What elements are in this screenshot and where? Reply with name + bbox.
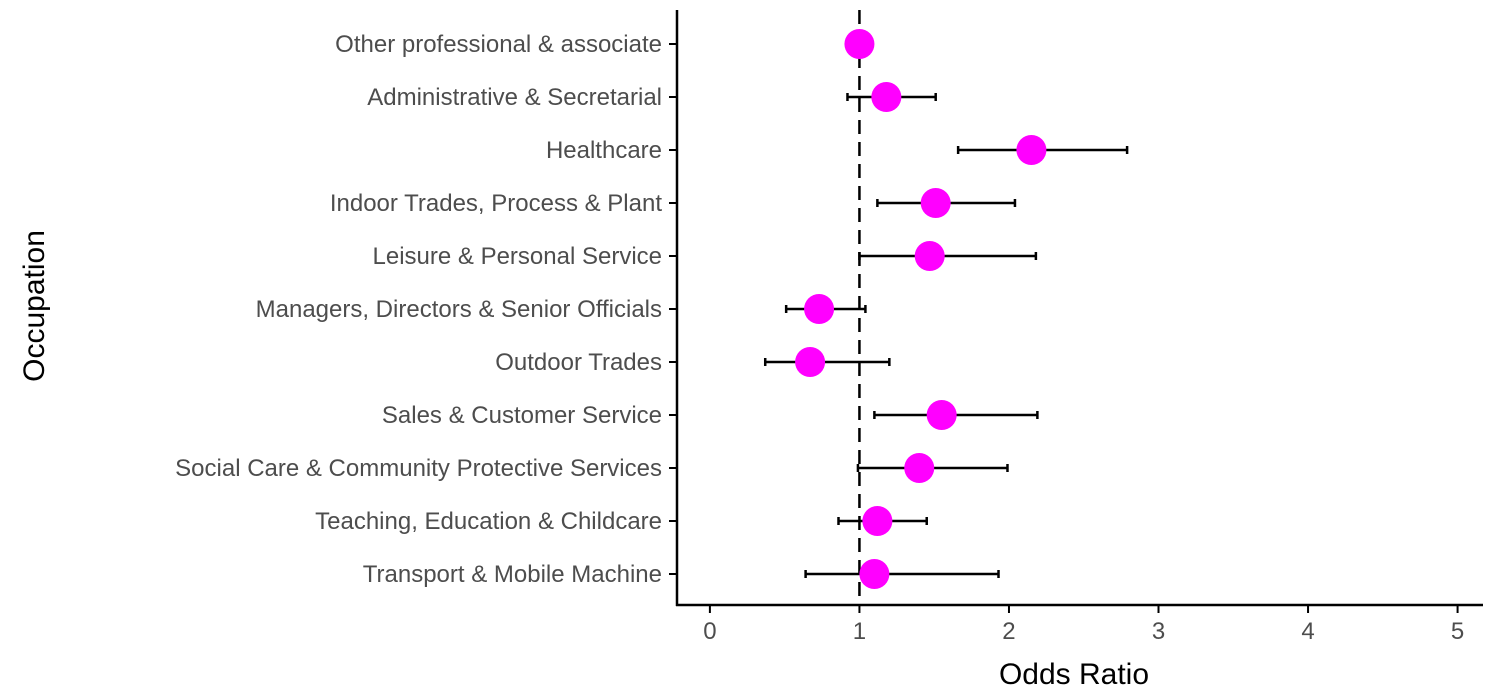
y-category-label: Managers, Directors & Senior Officials (256, 296, 662, 323)
x-tick-label: 3 (1152, 618, 1165, 645)
odds-ratio-point (920, 188, 951, 218)
y-category-label: Outdoor Trades (495, 349, 662, 376)
x-tick-label: 4 (1301, 618, 1314, 645)
errorbar-layer (763, 93, 1129, 578)
y-category-label: Administrative & Secretarial (367, 84, 662, 111)
y-category-label: Other professional & associate (335, 31, 662, 58)
odds-ratio-point (804, 294, 835, 324)
odds-ratio-point (844, 29, 875, 59)
y-category-label: Healthcare (546, 137, 662, 164)
odds-ratio-point (914, 241, 945, 271)
x-tick-label: 1 (853, 618, 866, 645)
odds-ratio-point (859, 559, 890, 589)
y-axis-title: Occupation (18, 230, 51, 382)
y-category-label: Leisure & Personal Service (373, 243, 662, 270)
point-layer (795, 29, 1047, 589)
y-category-labels: Other professional & associate Administra… (175, 31, 662, 588)
y-category-label: Sales & Customer Service (382, 402, 662, 429)
odds-ratio-point (871, 82, 902, 112)
y-category-label: Indoor Trades, Process & Plant (330, 190, 663, 217)
odds-ratio-point (904, 453, 935, 483)
odds-ratio-point (1016, 135, 1047, 165)
odds-ratio-point (862, 506, 893, 536)
y-category-label: Transport & Mobile Machine (363, 561, 662, 588)
x-tick-label: 0 (703, 618, 716, 645)
x-tick-label: 2 (1002, 618, 1015, 645)
odds-ratio-point (795, 347, 826, 377)
x-axis-title: Odds Ratio (999, 658, 1149, 691)
axes (669, 10, 1483, 613)
x-tick-label: 5 (1451, 618, 1464, 645)
x-tick-labels: 0 1 2 3 4 5 (703, 618, 1464, 645)
y-category-label: Teaching, Education & Childcare (315, 508, 662, 535)
y-category-label: Social Care & Community Protective Servi… (175, 455, 662, 482)
odds-ratio-point (926, 400, 957, 430)
